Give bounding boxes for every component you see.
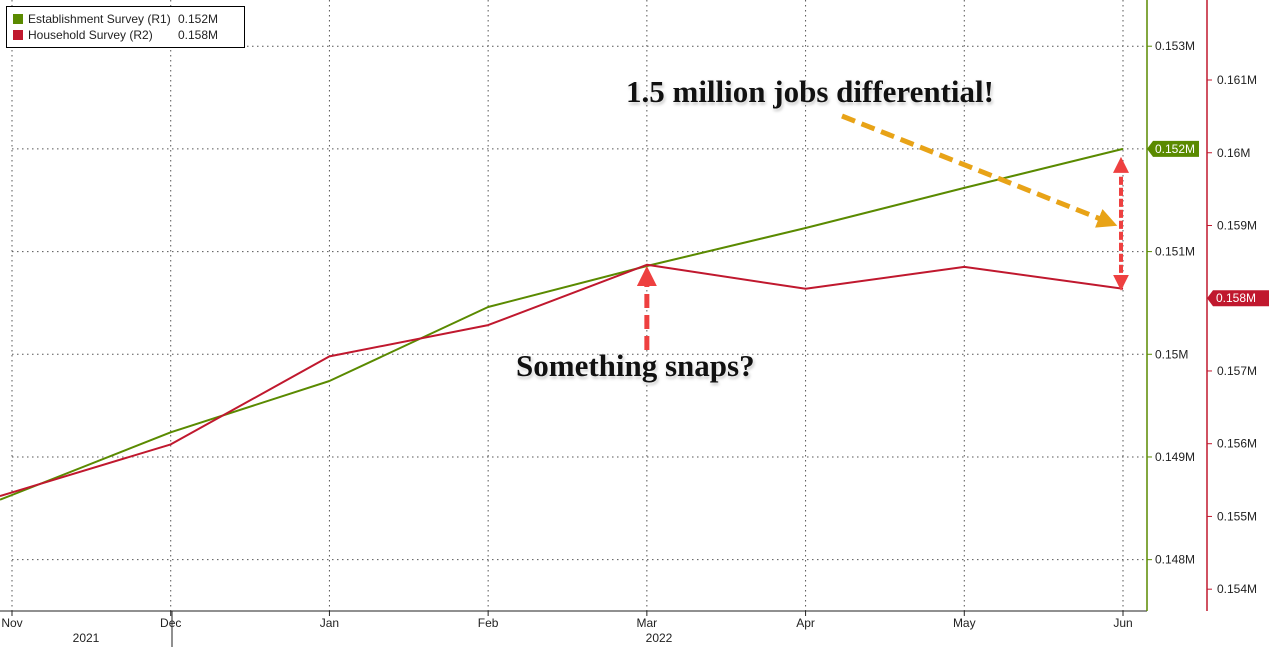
legend-value-household: 0.158M: [178, 28, 219, 42]
right2-tick-label-1: 0.155M: [1217, 509, 1257, 523]
series-line-establishment: [0, 147, 1124, 501]
annotation-something-snaps: Something snaps?: [516, 348, 755, 383]
x-tick-label-jun: Jun: [1113, 616, 1132, 630]
legend-value-establishment: 0.152M: [178, 12, 219, 26]
right2-tick-label-6: 0.16M: [1217, 146, 1250, 160]
right1-tick-label-0: 0.148M: [1155, 553, 1195, 567]
value-tag-household-bg: [1207, 290, 1269, 307]
arrow-differential: [841, 113, 1118, 228]
x-tick-label-may: May: [953, 616, 976, 630]
legend-swatch-establishment: [13, 14, 23, 24]
right2-tick-label-0: 0.154M: [1217, 582, 1257, 596]
right2-tick-label-3: 0.157M: [1217, 364, 1257, 378]
right2-tick-label-2: 0.156M: [1217, 437, 1257, 451]
x-year-label-2021: 2021: [73, 631, 100, 645]
legend-swatch-household: [13, 30, 23, 40]
x-tick-label-dec: Dec: [160, 616, 181, 630]
legend-item-establishment: Establishment Survey (R1) 0.152M: [13, 11, 238, 27]
series-lines: [0, 147, 1124, 501]
legend: Establishment Survey (R1) 0.152M Househo…: [6, 6, 245, 48]
legend-label-household: Household Survey (R2): [28, 28, 153, 42]
gridlines: [11, 0, 1147, 611]
value-tags: 0.152M 0.158M: [1147, 140, 1269, 307]
right1-tick-label-1: 0.149M: [1155, 450, 1195, 464]
x-tick-label-apr: Apr: [796, 616, 815, 630]
annotation-differential: 1.5 million jobs differential!: [626, 74, 994, 109]
x-tick-label-mar: Mar: [637, 616, 658, 630]
legend-label-establishment: Establishment Survey (R1): [28, 12, 171, 26]
x-year-label-2022: 2022: [646, 631, 673, 645]
value-tag-establishment-bg: [1147, 140, 1199, 157]
right2-tick-label-5: 0.159M: [1217, 218, 1257, 232]
x-tick-label-jan: Jan: [320, 616, 339, 630]
legend-item-household: Household Survey (R2) 0.158M: [13, 27, 238, 43]
x-tick-label-feb: Feb: [478, 616, 499, 630]
annotation-arrows: [636, 113, 1129, 350]
right1-tick-label-2: 0.15M: [1155, 347, 1188, 361]
value-tag-establishment: 0.152M: [1155, 142, 1195, 156]
right1-tick-label-5: 0.153M: [1155, 39, 1195, 53]
right1-tick-label-3: 0.151M: [1155, 245, 1195, 259]
right2-tick-label-7: 0.161M: [1217, 73, 1257, 87]
x-tick-label-nov: Nov: [1, 616, 22, 630]
value-tag-household: 0.158M: [1216, 291, 1256, 305]
